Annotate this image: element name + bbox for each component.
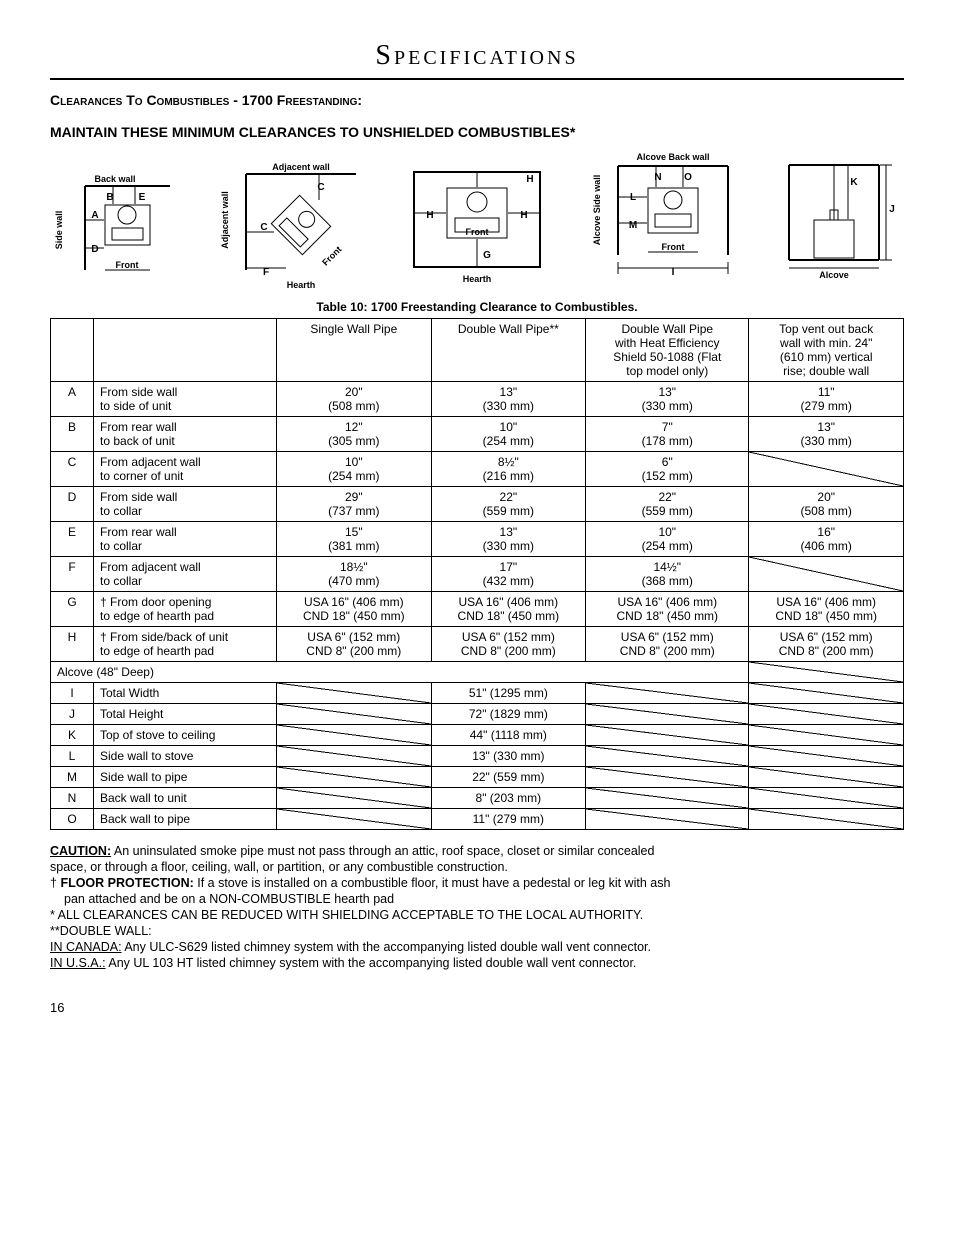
- notes-block: CAUTION: An uninsulated smoke pipe must …: [50, 844, 904, 970]
- table-row: H† From side/back of unitto edge of hear…: [51, 627, 904, 662]
- diagram-hearth: H H H Front G Hearth: [402, 160, 552, 290]
- col-header: Single Wall Pipe: [277, 319, 432, 382]
- svg-text:Hearth: Hearth: [287, 280, 316, 290]
- usa-label: IN U.S.A.:: [50, 956, 106, 970]
- sub-heading: MAINTAIN THESE MINIMUM CLEARANCES TO UNS…: [50, 124, 904, 140]
- table-header-row: Single Wall Pipe Double Wall Pipe** Doub…: [51, 319, 904, 382]
- svg-text:Hearth: Hearth: [463, 274, 492, 284]
- col-header: Top vent out back wall with min. 24" (61…: [749, 319, 904, 382]
- svg-text:Alcove: Alcove: [819, 270, 849, 280]
- svg-text:M: M: [629, 220, 637, 231]
- svg-text:Front: Front: [662, 242, 685, 252]
- table-row: BFrom rear wallto back of unit12"(305 mm…: [51, 417, 904, 452]
- caution-label: CAUTION:: [50, 844, 111, 858]
- svg-text:Side wall: Side wall: [54, 211, 64, 250]
- svg-text:D: D: [91, 244, 98, 255]
- table-row: FFrom adjacent wallto collar18½"(470 mm)…: [51, 557, 904, 592]
- diagram-alcove-elevation: K J Alcove: [774, 150, 904, 290]
- table-caption: Table 10: 1700 Freestanding Clearance to…: [50, 300, 904, 314]
- svg-text:Adjacent wall: Adjacent wall: [220, 191, 230, 249]
- table-row: OBack wall to pipe11" (279 mm): [51, 809, 904, 830]
- svg-text:K: K: [850, 177, 858, 188]
- svg-text:H: H: [526, 174, 533, 185]
- svg-text:J: J: [889, 204, 895, 215]
- table-row: G† From door openingto edge of hearth pa…: [51, 592, 904, 627]
- col-header: Double Wall Pipe with Heat Efficiency Sh…: [586, 319, 749, 382]
- table-row: AFrom side wallto side of unit20"(508 mm…: [51, 382, 904, 417]
- table-row: ITotal Width51" (1295 mm): [51, 683, 904, 704]
- svg-text:A: A: [91, 210, 98, 221]
- svg-text:N: N: [654, 172, 661, 183]
- svg-text:Front: Front: [116, 260, 139, 270]
- svg-text:Alcove Back wall: Alcove Back wall: [636, 152, 709, 162]
- floor-protection-label: FLOOR PROTECTION:: [60, 876, 193, 890]
- table-row: EFrom rear wallto collar15"(381 mm)13"(3…: [51, 522, 904, 557]
- svg-text:Adjacent wall: Adjacent wall: [272, 162, 330, 172]
- diagram-row: Back wall Side wall A B E D Front Adjace…: [50, 150, 904, 290]
- svg-text:F: F: [263, 267, 269, 278]
- alcove-header-row: Alcove (48" Deep): [51, 662, 904, 683]
- table-row: MSide wall to pipe22" (559 mm): [51, 767, 904, 788]
- table-row: KTop of stove to ceiling44" (1118 mm): [51, 725, 904, 746]
- clearances-table: Single Wall Pipe Double Wall Pipe** Doub…: [50, 318, 904, 830]
- page-title: Specifications: [50, 40, 904, 72]
- title-rule: [50, 78, 904, 80]
- diagram-corner: Adjacent wall Adjacent wall C C F Front …: [216, 160, 366, 290]
- page-number: 16: [50, 1000, 904, 1015]
- svg-text:Front: Front: [320, 244, 343, 267]
- table-row: DFrom side wallto collar29"(737 mm)22"(5…: [51, 487, 904, 522]
- diagram-alcove-plan: Alcove Back wall Alcove Side wall N O L …: [588, 150, 738, 290]
- svg-text:Alcove Side wall: Alcove Side wall: [592, 175, 602, 246]
- svg-text:Front: Front: [466, 227, 489, 237]
- col-header: Double Wall Pipe**: [431, 319, 586, 382]
- table-row: NBack wall to unit8" (203 mm): [51, 788, 904, 809]
- table-row: CFrom adjacent wallto corner of unit10"(…: [51, 452, 904, 487]
- svg-text:E: E: [139, 192, 146, 203]
- canada-label: IN CANADA:: [50, 940, 122, 954]
- svg-text:O: O: [684, 172, 692, 183]
- diagram-parallel: Back wall Side wall A B E D Front: [50, 170, 180, 290]
- table-row: JTotal Height72" (1829 mm): [51, 704, 904, 725]
- svg-text:G: G: [483, 250, 491, 261]
- section-heading: Clearances To Combustibles - 1700 Freest…: [50, 92, 904, 108]
- svg-text:C: C: [260, 222, 267, 233]
- svg-text:Back wall: Back wall: [94, 174, 135, 184]
- svg-text:H: H: [520, 210, 527, 221]
- svg-text:I: I: [672, 267, 675, 278]
- svg-text:C: C: [317, 182, 324, 193]
- table-row: LSide wall to stove13" (330 mm): [51, 746, 904, 767]
- svg-text:H: H: [426, 210, 433, 221]
